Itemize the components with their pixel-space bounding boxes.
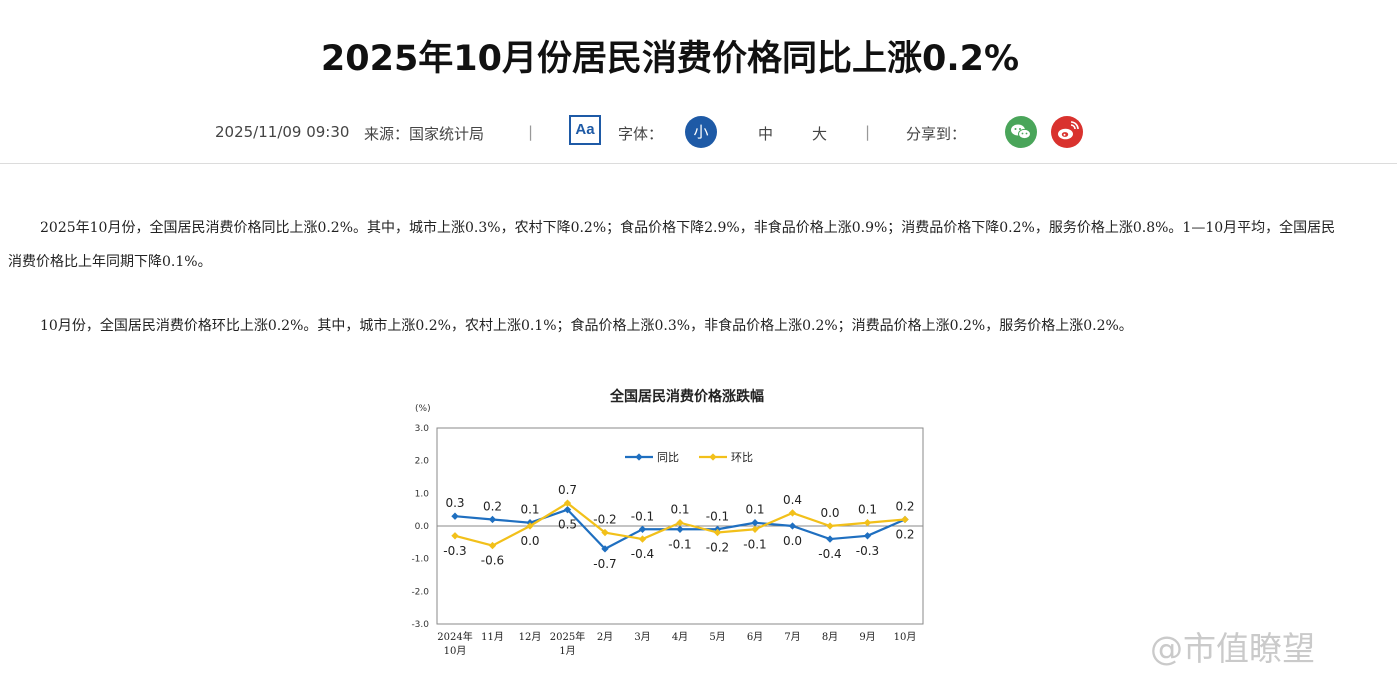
y-tick-label: 2.0 <box>415 457 430 467</box>
data-point-mom <box>488 541 497 550</box>
data-point-yoy <box>863 532 872 540</box>
data-point-mom <box>451 532 459 540</box>
x-tick-label: 9月 <box>859 631 875 643</box>
data-label-mom: -0.2 <box>706 541 729 555</box>
header-divider <box>0 163 1397 164</box>
y-tick-label: 3.0 <box>415 424 430 434</box>
data-point-mom <box>638 535 647 543</box>
article-meta-bar: 2025/11/09 09:30 来源：国家统计局 | Aa 字体： 小 中 大… <box>0 115 1397 149</box>
x-tick-label: 4月 <box>672 631 688 643</box>
wechat-icon[interactable] <box>1005 116 1037 148</box>
x-tick-label: 2月 <box>597 631 613 643</box>
article-paragraph-1: 2025年10月份，全国居民消费价格同比上涨0.2%。其中，城市上涨0.3%，农… <box>8 220 1336 270</box>
x-tick-label: 1月 <box>559 645 575 657</box>
data-point-mom <box>676 519 684 527</box>
data-point-yoy <box>751 519 759 527</box>
watermark-text: @市值瞭望 <box>1150 629 1315 668</box>
data-label-mom: 0.7 <box>558 483 577 497</box>
data-point-mom <box>751 525 759 533</box>
data-label-yoy: 0.5 <box>558 518 577 532</box>
y-tick-label: -1.0 <box>411 555 429 565</box>
data-label-mom: 0.1 <box>858 503 877 517</box>
x-tick-label: 3月 <box>634 631 650 643</box>
legend-marker <box>635 453 643 461</box>
data-point-yoy <box>826 535 834 543</box>
font-size-label: 字体： <box>618 125 664 143</box>
cpi-line-chart: 全国居民消费价格涨跌幅 (%) 3.0 2.0 1.0 0.0 -1.0 -2.0 -3.0 20… <box>411 388 924 657</box>
data-label-yoy: 0.2 <box>895 499 914 513</box>
chart-title: 全国居民消费价格涨跌幅 <box>609 388 764 405</box>
data-label-yoy: -0.1 <box>631 509 654 523</box>
data-label-mom: -0.1 <box>743 537 766 551</box>
data-label-yoy: -0.3 <box>856 544 879 558</box>
x-tick-label: 12月 <box>519 631 542 643</box>
data-label-yoy: 0.1 <box>745 503 764 517</box>
data-label-mom: -0.3 <box>443 544 466 558</box>
font-size-large-button[interactable]: 大 <box>812 125 828 143</box>
data-point-mom <box>901 515 909 524</box>
x-tick-label: 11月 <box>481 631 504 643</box>
y-axis-unit: (%) <box>415 404 431 414</box>
publish-datetime: 2025/11/09 09:30 <box>215 123 350 141</box>
meta-separator: | <box>865 123 871 141</box>
data-label-mom: 0.0 <box>820 506 839 520</box>
data-point-yoy <box>488 515 497 524</box>
data-point-yoy <box>676 525 684 533</box>
x-tick-label: 2025年 <box>550 630 585 643</box>
data-label-mom: 0.1 <box>670 503 689 517</box>
data-point-yoy <box>788 522 797 530</box>
x-tick-label: 6月 <box>747 631 763 643</box>
y-tick-label: -2.0 <box>411 587 429 597</box>
meta-separator: | <box>528 123 534 141</box>
source-label: 来源：国家统计局 <box>364 125 485 143</box>
data-label-mom: -0.2 <box>593 513 616 527</box>
y-tick-label: 1.0 <box>415 489 430 499</box>
data-point-mom <box>863 519 872 527</box>
data-label-mom: -0.6 <box>481 554 504 568</box>
article-title: 2025年10月份居民消费价格同比上涨0.2% <box>320 39 1020 79</box>
legend-label: 环比 <box>731 451 753 464</box>
y-tick-label: -3.0 <box>411 620 429 630</box>
legend-label: 同比 <box>657 451 679 464</box>
x-tick-label: 8月 <box>822 631 838 643</box>
x-tick-label: 2024年 <box>437 630 472 643</box>
data-label-yoy: 0.2 <box>483 499 502 513</box>
font-size-small-button[interactable]: 小 <box>685 116 717 148</box>
font-toggle-button[interactable]: Aa <box>569 115 601 145</box>
x-tick-label: 7月 <box>784 631 800 643</box>
data-point-mom <box>788 509 797 517</box>
data-label-mom: 0.4 <box>783 493 802 507</box>
font-size-medium-button[interactable]: 中 <box>758 125 774 143</box>
y-tick-label: 0.0 <box>415 522 430 532</box>
data-label-mom: 0.0 <box>520 534 539 548</box>
data-label-yoy: 0.3 <box>445 496 464 510</box>
data-label-yoy: 0.0 <box>783 534 802 548</box>
data-label-yoy: -0.4 <box>818 547 841 561</box>
x-tick-label: 10月 <box>894 631 917 643</box>
share-label: 分享到： <box>906 125 967 143</box>
data-label-yoy: -0.1 <box>668 537 691 551</box>
data-point-mom <box>826 522 834 530</box>
data-label-yoy: 0.1 <box>520 503 539 517</box>
data-label-yoy: -0.1 <box>706 509 729 523</box>
article-paragraph-2: 10月份，全国居民消费价格环比上涨0.2%。其中，城市上涨0.2%，农村上涨0.… <box>40 318 1133 334</box>
x-tick-label: 10月 <box>444 645 467 657</box>
legend-marker <box>709 453 717 461</box>
data-label-mom: 0.2 <box>895 527 914 541</box>
data-point-yoy <box>451 512 459 520</box>
x-tick-label: 5月 <box>709 631 725 643</box>
data-label-yoy: -0.7 <box>593 557 616 571</box>
weibo-icon[interactable] <box>1051 116 1083 148</box>
data-label-mom: -0.4 <box>631 547 654 561</box>
